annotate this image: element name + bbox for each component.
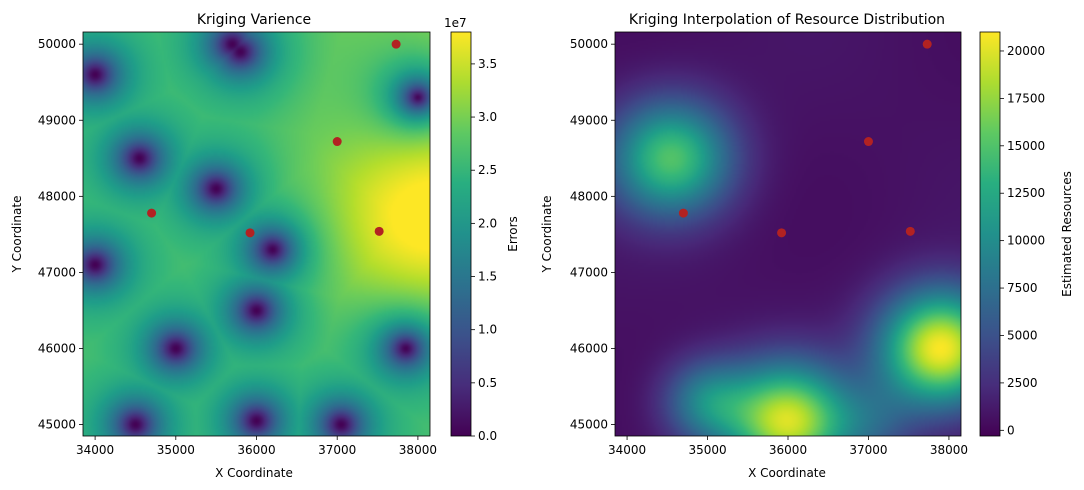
- y-tick-label: 50000: [570, 37, 608, 51]
- colorbar-tick-label: 12500: [1007, 186, 1045, 200]
- resource-chart-title: Kriging Interpolation of Resource Distri…: [629, 12, 945, 28]
- y-tick-label: 49000: [38, 113, 76, 127]
- y-tick-label: 46000: [570, 342, 608, 356]
- variance-chart-title: Kriging Varience: [197, 12, 311, 28]
- variance-x-ticks: 34000 35000 36000 37000 38000: [76, 436, 437, 457]
- colorbar-tick-label: 2500: [1007, 376, 1038, 390]
- x-tick-label: 36000: [237, 443, 275, 457]
- colorbar-tick-label: 0.5: [478, 376, 497, 390]
- sample-point: [777, 228, 787, 238]
- resource-sample-points: [678, 39, 932, 238]
- x-tick-label: 38000: [930, 443, 968, 457]
- y-tick-label: 46000: [38, 342, 76, 356]
- x-tick-label: 37000: [318, 443, 356, 457]
- colorbar-tick-label: 10000: [1007, 234, 1045, 248]
- variance-colorbar-ticks: 0.0 0.5 1.0 1.5 2.0 2.5 3.0 3.5: [471, 57, 497, 443]
- y-tick-label: 48000: [38, 189, 76, 203]
- colorbar-tick-label: 0.0: [478, 429, 497, 443]
- colorbar-tick-label: 3.0: [478, 110, 497, 124]
- variance-colorbar-offset: 1e7: [444, 16, 467, 30]
- sample-point: [332, 137, 342, 147]
- variance-y-ticks: 45000 46000 47000 48000 49000 50000: [38, 37, 83, 432]
- x-tick-label: 35000: [688, 443, 726, 457]
- colorbar-tick-label: 2.5: [478, 163, 497, 177]
- colorbar-tick-label: 15000: [1007, 139, 1045, 153]
- resource-x-ticks: 34000 35000 36000 37000 38000: [608, 436, 968, 457]
- sample-point: [245, 228, 255, 238]
- colorbar-tick-label: 1.0: [478, 323, 497, 337]
- resource-colorbar: [979, 31, 1001, 437]
- resource-y-ticks: 45000 46000 47000 48000 49000 50000: [570, 37, 615, 432]
- variance-heatmap: [83, 32, 430, 436]
- sample-point: [863, 137, 873, 147]
- x-tick-label: 35000: [157, 443, 195, 457]
- sample-point: [391, 39, 401, 49]
- colorbar-tick-label: 3.5: [478, 57, 497, 71]
- y-tick-label: 48000: [570, 189, 608, 203]
- variance-sample-points: [147, 39, 401, 238]
- resource-x-axis-label: X Coordinate: [748, 466, 826, 480]
- y-tick-label: 47000: [38, 265, 76, 279]
- y-tick-label: 49000: [570, 113, 608, 127]
- colorbar-tick-label: 0: [1007, 423, 1015, 437]
- colorbar-tick-label: 20000: [1007, 44, 1045, 58]
- colorbar-tick-label: 7500: [1007, 281, 1038, 295]
- y-tick-label: 50000: [38, 37, 76, 51]
- sample-point: [922, 39, 932, 49]
- x-tick-label: 37000: [849, 443, 887, 457]
- sample-point: [147, 208, 157, 218]
- colorbar-tick-label: 1.5: [478, 270, 497, 284]
- variance-chart: Kriging Varience 34000 35000 36000 37000 380…: [10, 12, 520, 480]
- y-tick-label: 47000: [570, 265, 608, 279]
- colorbar-tick-label: 2.0: [478, 216, 497, 230]
- x-tick-label: 36000: [769, 443, 807, 457]
- y-tick-label: 45000: [38, 418, 76, 432]
- resource-colorbar-label: Estimated Resources: [1060, 171, 1074, 297]
- resource-colorbar-ticks: 0 2500 5000 7500 10000 12500 15000 17500 20000: [1000, 44, 1045, 437]
- variance-colorbar: [450, 31, 472, 437]
- x-tick-label: 38000: [399, 443, 437, 457]
- x-tick-label: 34000: [608, 443, 646, 457]
- resource-chart: Kriging Interpolation of Resource Distri…: [540, 12, 1074, 480]
- y-tick-label: 45000: [570, 418, 608, 432]
- resource-y-axis-label: Y Coordinate: [540, 196, 554, 274]
- resource-heatmap: [615, 32, 961, 436]
- colorbar-tick-label: 5000: [1007, 328, 1038, 342]
- sample-point: [374, 226, 384, 236]
- sample-point: [905, 226, 915, 236]
- variance-colorbar-label: Errors: [506, 216, 520, 252]
- colorbar-tick-label: 17500: [1007, 91, 1045, 105]
- x-tick-label: 34000: [76, 443, 114, 457]
- variance-x-axis-label: X Coordinate: [215, 466, 293, 480]
- sample-point: [678, 208, 688, 218]
- variance-y-axis-label: Y Coordinate: [10, 196, 24, 274]
